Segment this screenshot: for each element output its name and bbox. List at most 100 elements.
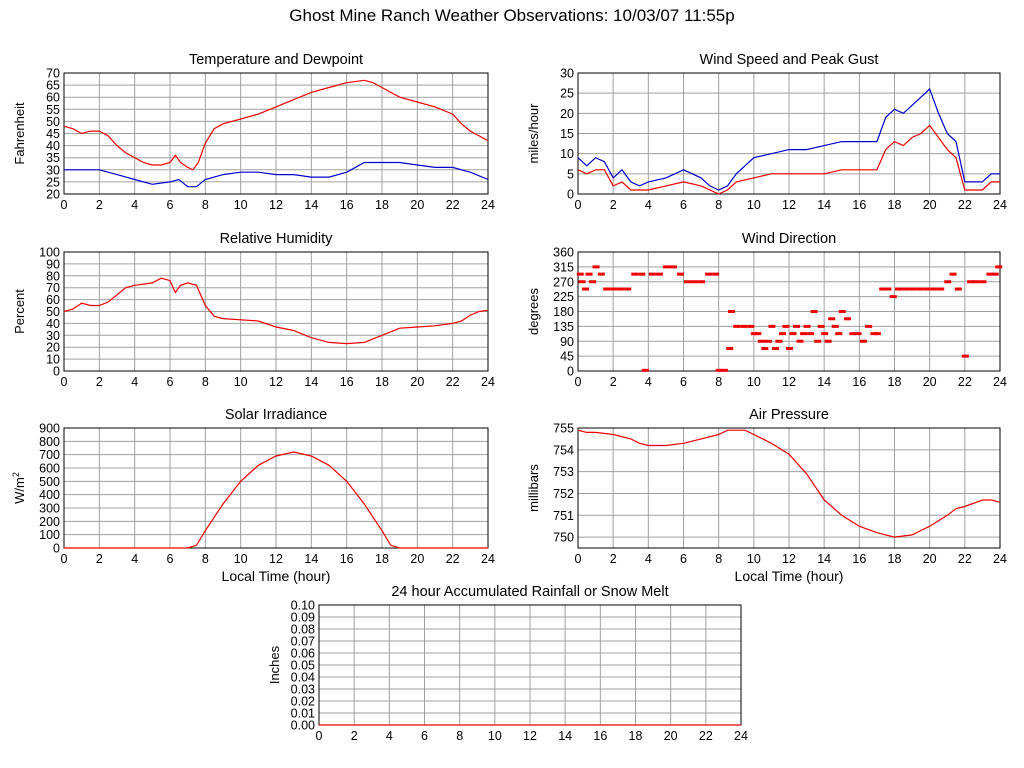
direction-point [624, 287, 632, 291]
x-tick-label: 18 [629, 729, 643, 743]
y-tick-label: 20 [46, 188, 60, 202]
direction-point [750, 332, 758, 336]
x-tick-label: 0 [575, 375, 582, 389]
y-tick-label: 800 [39, 435, 60, 449]
plot-frame [63, 72, 489, 195]
y-tick-label: 0.10 [291, 599, 315, 613]
x-tick-label: 24 [481, 552, 495, 566]
y-tick-label: 752 [553, 487, 574, 501]
direction-point [655, 272, 663, 276]
y-tick-label: 200 [39, 515, 60, 529]
x-tick-label: 8 [715, 198, 722, 212]
y-tick-label: 30 [560, 67, 574, 81]
y-tick-label: 30 [46, 329, 60, 343]
chart-title: Wind Speed and Peak Gust [700, 52, 879, 68]
x-tick-label: 24 [481, 375, 495, 389]
x-tick-label: 0 [316, 729, 323, 743]
x-tick-label: 2 [610, 198, 617, 212]
direction-point [603, 287, 611, 291]
direction-point [576, 272, 584, 276]
direction-point [803, 324, 811, 328]
y-tick-label: 50 [46, 305, 60, 319]
x-tick-label: 0 [575, 552, 582, 566]
y-tick-label: 5 [567, 167, 574, 181]
y-tick-label: 0.03 [291, 683, 315, 697]
direction-point [747, 324, 755, 328]
y-tick-label: 751 [553, 509, 574, 523]
y-axis-label: miles/hour [526, 103, 541, 164]
chart-title: Relative Humidity [220, 231, 334, 247]
x-tick-label: 4 [645, 375, 652, 389]
y-tick-label: 180 [553, 305, 574, 319]
y-tick-label: 55 [46, 103, 60, 117]
direction-point [691, 280, 699, 284]
x-tick-label: 2 [96, 198, 103, 212]
direction-point [859, 339, 867, 343]
x-tick-label: 6 [167, 375, 174, 389]
y-tick-label: 135 [553, 320, 574, 334]
x-tick-label: 20 [923, 198, 937, 212]
direction-point [698, 280, 706, 284]
y-tick-label: 40 [46, 139, 60, 153]
y-axis-label: Percent [12, 289, 27, 334]
x-tick-label: 12 [523, 729, 537, 743]
series-line-0 [578, 88, 1000, 191]
x-tick-label: 10 [747, 198, 761, 212]
y-tick-label: 20 [560, 107, 574, 121]
x-tick-label: 2 [96, 375, 103, 389]
direction-point [789, 332, 797, 336]
y-tick-label: 20 [46, 341, 60, 355]
x-tick-label: 14 [817, 552, 831, 566]
x-tick-label: 8 [202, 375, 209, 389]
x-tick-label: 8 [715, 552, 722, 566]
x-tick-label: 22 [446, 552, 460, 566]
x-tick-label: 14 [304, 552, 318, 566]
x-tick-label: 0 [61, 375, 68, 389]
direction-point [585, 272, 593, 276]
y-tick-label: 70 [46, 281, 60, 295]
direction-point [768, 324, 776, 328]
y-tick-label: 360 [553, 246, 574, 260]
direction-point [648, 272, 656, 276]
direction-point [778, 332, 786, 336]
x-tick-label: 10 [747, 375, 761, 389]
chart-title: Solar Irradiance [225, 407, 327, 423]
x-tick-label: 6 [421, 729, 428, 743]
plot-frame [63, 427, 489, 549]
x-tick-label: 20 [410, 375, 424, 389]
y-tick-label: 0.00 [291, 719, 315, 733]
x-tick-label: 4 [645, 198, 652, 212]
direction-point [800, 332, 808, 336]
chart-title: Temperature and Dewpoint [189, 52, 363, 68]
y-tick-label: 70 [46, 67, 60, 81]
y-axis-label: Fahrenheit [12, 102, 27, 165]
rainfall-chart: 24 hour Accumulated Rainfall or Snow Mel… [267, 584, 748, 743]
y-tick-label: 65 [46, 79, 60, 93]
x-tick-label: 4 [386, 729, 393, 743]
direction-point [807, 332, 815, 336]
y-tick-label: 315 [553, 260, 574, 274]
y-tick-label: 753 [553, 465, 574, 479]
series-line-1 [64, 161, 488, 188]
x-tick-label: 10 [488, 729, 502, 743]
direction-point [873, 332, 881, 336]
y-tick-label: 600 [39, 462, 60, 476]
x-tick-label: 6 [167, 552, 174, 566]
direction-point [814, 339, 822, 343]
direction-point [720, 368, 728, 372]
direction-point [638, 272, 646, 276]
y-tick-label: 25 [560, 87, 574, 101]
x-tick-label: 12 [782, 552, 796, 566]
direction-point [715, 368, 723, 372]
x-tick-label: 18 [375, 375, 389, 389]
y-tick-label: 100 [39, 528, 60, 542]
direction-point [930, 287, 938, 291]
direction-point [740, 324, 748, 328]
y-tick-label: 400 [39, 488, 60, 502]
x-tick-label: 22 [958, 198, 972, 212]
x-tick-label: 2 [610, 552, 617, 566]
direction-point [796, 339, 804, 343]
direction-point [961, 354, 969, 358]
